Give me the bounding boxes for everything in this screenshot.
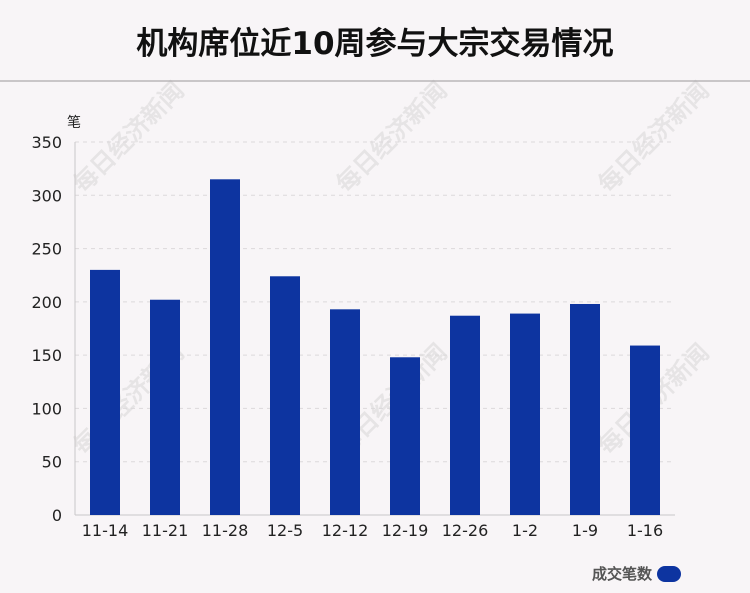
bar	[510, 313, 540, 515]
x-tick-label: 11-14	[82, 521, 129, 540]
chart-title: 机构席位近10周参与大宗交易情况	[136, 25, 614, 62]
y-tick-label: 100	[31, 399, 62, 418]
legend-swatch	[657, 565, 682, 582]
bar	[450, 315, 480, 515]
y-tick-label: 300	[31, 186, 62, 205]
y-tick-label: 150	[31, 346, 62, 365]
bar	[150, 299, 180, 515]
x-tick-label: 11-28	[202, 521, 249, 540]
y-tick-label: 250	[31, 240, 62, 259]
legend-label: 成交笔数	[592, 565, 653, 583]
bar	[90, 269, 120, 515]
x-tick-label: 11-21	[142, 521, 189, 540]
y-tick-label: 0	[52, 506, 62, 525]
y-axis-unit-label: 笔	[67, 115, 81, 131]
x-tick-label: 1-9	[572, 521, 598, 540]
bar	[210, 179, 240, 516]
legend: 成交笔数	[592, 563, 682, 584]
title-divider	[0, 80, 750, 82]
x-tick-label: 12-19	[382, 521, 429, 540]
bar	[630, 345, 660, 515]
y-tick-label: 200	[31, 293, 62, 312]
y-tick-label: 350	[31, 133, 62, 152]
x-tick-label: 12-26	[442, 521, 489, 540]
x-tick-label: 1-2	[512, 521, 538, 540]
y-tick-label: 50	[42, 453, 62, 472]
bar	[570, 303, 600, 515]
bar	[330, 309, 360, 515]
x-tick-label: 12-5	[267, 521, 303, 540]
x-tick-label: 1-16	[627, 521, 663, 540]
bar	[390, 357, 420, 515]
x-tick-label: 12-12	[322, 521, 369, 540]
bar	[270, 276, 300, 515]
